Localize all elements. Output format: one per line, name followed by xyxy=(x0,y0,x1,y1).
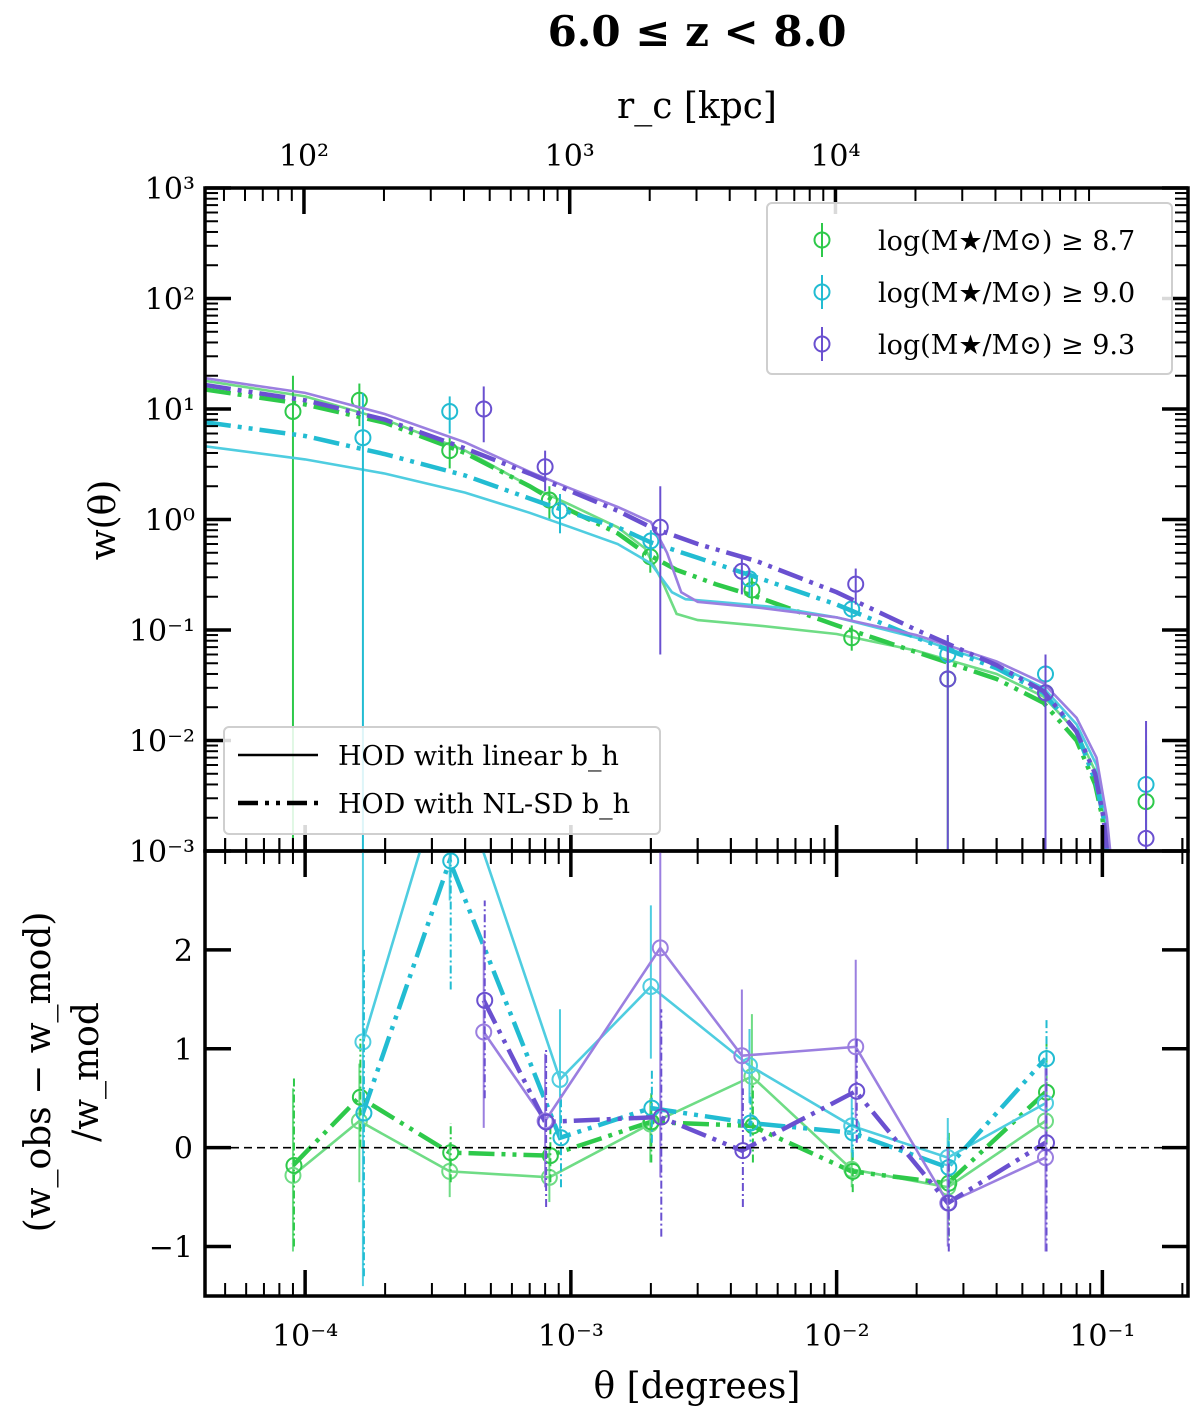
series-1-obs-point xyxy=(551,502,569,520)
upper-y-tick-label: 10³ xyxy=(145,172,195,207)
top-tick-label: 10³ xyxy=(545,139,595,174)
series-1-model-linear xyxy=(205,445,1111,851)
legend-sample-label: log(M★/M⊙) ≥ 8.7 xyxy=(878,226,1135,257)
lower-panel: −1 0 1 2 xyxy=(149,849,1190,1298)
series-0-obs-point xyxy=(441,442,459,460)
series-1-residual-nlsd-line xyxy=(360,854,1048,1171)
lower-y-tick-label: 2 xyxy=(174,934,193,969)
legend-model-label: HOD with linear b_h xyxy=(338,741,619,772)
top-axis-ticks: 10² 10³ 10⁴ xyxy=(222,139,1091,214)
lower-y-tick-label: 1 xyxy=(174,1033,193,1068)
series-2-obs-point xyxy=(733,562,751,580)
series-2-obs-point xyxy=(1137,829,1155,847)
series-1-obs-point xyxy=(354,429,372,447)
series-2-obs-point xyxy=(475,400,493,418)
legend-sample-label: log(M★/M⊙) ≥ 9.0 xyxy=(878,278,1135,309)
x-tick-label: 10⁻³ xyxy=(538,1319,604,1354)
series-0-residual-nlsd-point xyxy=(844,1162,862,1180)
series-2-residual-nlsd-point xyxy=(940,1194,958,1212)
top-tick-label: 10² xyxy=(279,139,329,174)
series-0-residual-nlsd-line xyxy=(291,1090,1048,1186)
series-1-residual-nlsd-point xyxy=(355,1104,373,1122)
legend-marker-point xyxy=(813,283,831,301)
upper-y-tick-label: 10⁻² xyxy=(129,725,195,760)
x-tick-label: 10⁻¹ xyxy=(1069,1319,1135,1354)
series-0-model-nlsd xyxy=(205,387,1109,851)
upper-y-tick-label: 10⁻³ xyxy=(129,835,195,870)
legend-models: HOD with linear b_h HOD with NL-SD b_h xyxy=(223,726,661,835)
lower-y-axis-label-line1: (w_obs − w_mod) xyxy=(18,912,59,1233)
series-1-residual-nlsd-point xyxy=(1038,1050,1056,1068)
upper-y-tick-label: 10² xyxy=(145,283,195,318)
x-axis-label: θ [degrees] xyxy=(594,1366,801,1407)
series-1-residual-linear-point xyxy=(551,1070,569,1088)
legend-marker-point xyxy=(813,231,831,249)
series-2-residual-nlsd-point xyxy=(1038,1134,1056,1152)
series-2-residual-linear-point xyxy=(651,939,669,957)
series-2-obs-point xyxy=(847,575,865,593)
series-1-obs-point xyxy=(441,402,459,420)
series-2-obs-point xyxy=(1037,684,1055,702)
series-0-obs-point xyxy=(743,581,761,599)
upper-panel: 10⁻³ 10⁻² 10⁻¹ 10⁰ 10¹ 10² 10³ xyxy=(129,172,1190,870)
series-2-residual-linear-point xyxy=(475,1023,493,1041)
upper-y-tick-label: 10¹ xyxy=(145,393,195,428)
lower-frame xyxy=(203,849,1190,1298)
series-0-residual-nlsd-point xyxy=(285,1156,303,1174)
top-tick-label: 10⁴ xyxy=(810,139,860,174)
bottom-axis-ticks: 10⁻⁴ 10⁻³ 10⁻² 10⁻¹ xyxy=(224,825,1184,1354)
series-2-residual-nlsd-point xyxy=(537,1113,555,1131)
series-1-residual-nlsd-point xyxy=(552,1129,570,1147)
series-0-residual-linear-line xyxy=(292,1074,1047,1189)
series-0-obs-point xyxy=(843,629,861,647)
legend-marker-point xyxy=(813,335,831,353)
series-2-residual-linear-point xyxy=(733,1047,751,1065)
legend-sample-label: log(M★/M⊙) ≥ 9.3 xyxy=(878,330,1135,361)
upper-y-tick-label: 10⁰ xyxy=(145,504,195,539)
legend-samples-box xyxy=(766,202,1173,375)
series-2-residual-nlsd-point xyxy=(848,1082,866,1100)
upper-y-axis-label: w(θ) xyxy=(83,480,124,561)
series-1-residual-linear-line xyxy=(361,851,1047,1160)
series-0-obs-point xyxy=(284,402,302,420)
series-2-residual-nlsd-point xyxy=(652,1108,670,1126)
series-1-residual-nlsd-point xyxy=(442,852,460,870)
series-0-residual-linear-point xyxy=(284,1166,302,1184)
chart-title: 6.0 ≤ z < 8.0 xyxy=(548,7,847,56)
series-2-obs-point xyxy=(939,670,957,688)
lower-y-tick-label: 0 xyxy=(174,1132,193,1167)
lower-data xyxy=(284,851,1056,1287)
lower-y-tick-label: −1 xyxy=(149,1231,193,1266)
series-2-residual-nlsd-point xyxy=(476,991,494,1009)
top-axis-label: r_c [kpc] xyxy=(617,86,777,127)
series-2-obs-point xyxy=(651,518,669,536)
series-1-residual-nlsd-point xyxy=(844,1124,862,1142)
legend-models-box xyxy=(223,726,661,835)
legend-model-label: HOD with NL-SD b_h xyxy=(338,789,630,820)
series-2-obs-point xyxy=(536,458,554,476)
series-1-obs-point xyxy=(642,532,660,550)
series-0-residual-nlsd-point xyxy=(442,1144,460,1162)
upper-data xyxy=(205,375,1155,851)
series-0-residual-linear-point xyxy=(743,1067,761,1085)
series-1-residual-linear-point xyxy=(642,977,660,995)
series-2-residual-nlsd-point xyxy=(734,1142,752,1160)
legend-samples: log(M★/M⊙) ≥ 8.7 log(M★/M⊙) ≥ 9.0 log(M★/M… xyxy=(766,202,1173,375)
upper-y-tick-label: 10⁻¹ xyxy=(129,614,195,649)
lower-y-axis-label-line2: /w_mod xyxy=(66,1002,107,1142)
x-tick-label: 10⁻⁴ xyxy=(272,1319,338,1354)
series-2-model-linear xyxy=(205,376,1112,851)
series-2-model-nlsd xyxy=(205,382,1110,851)
x-tick-label: 10⁻² xyxy=(804,1319,870,1354)
